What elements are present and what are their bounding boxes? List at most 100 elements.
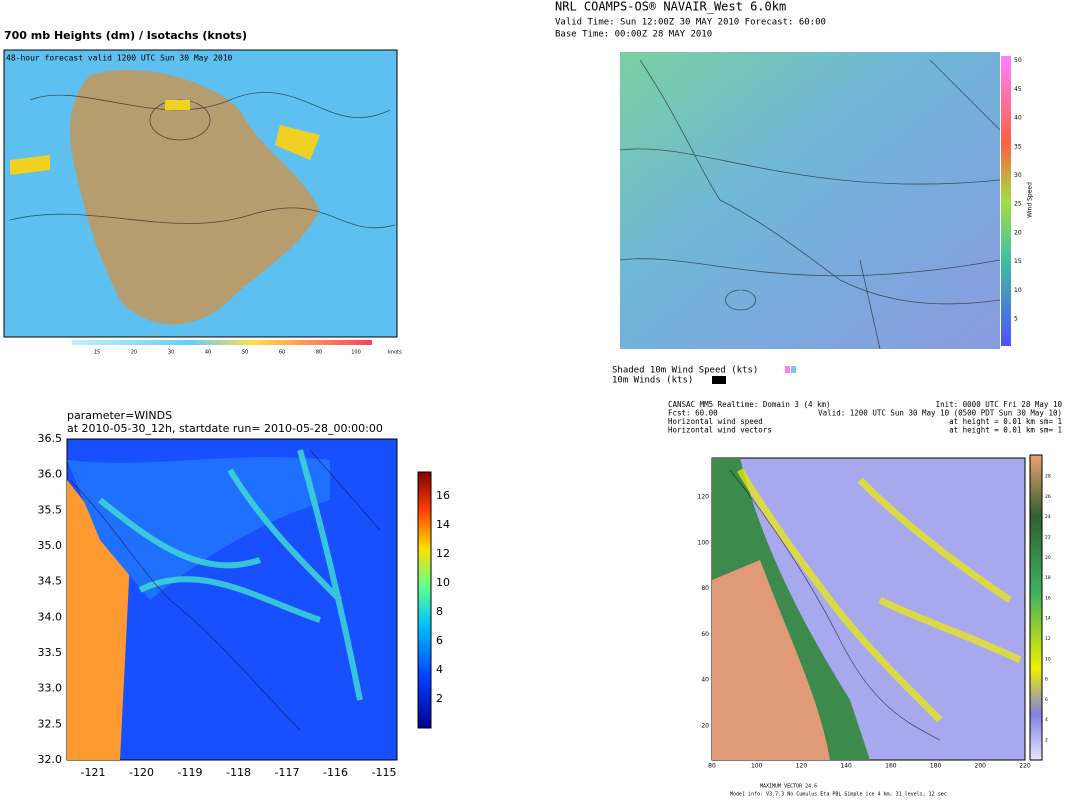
y-tick-label: 34.0 xyxy=(38,610,63,623)
y-tick-label: 35.0 xyxy=(38,539,63,552)
colorbar-tick-label: 40 xyxy=(205,350,211,356)
x-tick-label: 200 xyxy=(975,763,987,770)
colorbar-label: Wind Speed xyxy=(1027,182,1034,218)
colorbar-tick-label: 15 xyxy=(94,350,100,356)
panel-subtitle: 48-hour forecast valid 1200 UTC Sun 30 M… xyxy=(6,54,233,63)
x-tick-label: -120 xyxy=(129,766,154,779)
y-tick-label: 36.0 xyxy=(38,468,63,481)
panel-c: parameter=WINDS at 2010-05-30_12h, start… xyxy=(38,409,451,779)
header-line: at height = 0.01 km sm= 1 xyxy=(949,417,1062,426)
colorbar-tick-label: 12 xyxy=(1045,636,1051,642)
colorbar-ticks: 5 10 15 20 25 30 35 40 45 50 xyxy=(1014,57,1022,322)
y-tick-label: 20 xyxy=(701,723,709,730)
colorbar-tick-label: 26 xyxy=(1045,494,1051,500)
y-tick-label: 33.5 xyxy=(38,646,63,659)
colorbar-tick-label: 50 xyxy=(242,350,248,356)
ticks: 36.5 36.0 35.5 35.0 34.5 34.0 33.5 33.0 32.5 32.0… xyxy=(38,432,451,779)
panel-title: NRL COAMPS-OS® NAVAIR_West 6.0km xyxy=(555,0,786,14)
wind-field xyxy=(712,560,830,760)
colorbar-tick-label: 6 xyxy=(1045,697,1048,703)
colorbar xyxy=(1029,454,1043,761)
x-tick-label: -116 xyxy=(323,766,348,779)
colorbar xyxy=(72,340,372,345)
header-line: Fcst: 60.00 xyxy=(668,409,718,418)
colorbar-tick-label: 80 xyxy=(316,350,322,356)
colorbar-tick-label: 20 xyxy=(131,350,137,356)
y-tick-label: 33.0 xyxy=(38,682,63,695)
base-time: Base Time: 00:00Z 28 MAY 2010 xyxy=(555,30,712,40)
colorbar xyxy=(417,471,432,729)
y-tick-label: 36.5 xyxy=(38,432,63,445)
colorbar-tick-label: 14 xyxy=(1045,616,1051,622)
header-line: at height = 0.01 km sm= 1 xyxy=(949,426,1062,435)
colorbar-tick-label: 10 xyxy=(1045,656,1051,662)
header-line: Init: 0000 UTC Fri 28 May 10 xyxy=(936,400,1063,409)
header: CANSAC MM5 Realtime: Domain 3 (4 km)Fcst… xyxy=(668,400,1062,435)
panel-title: 700 mb Heights (dm) / Isotachs (knots) xyxy=(4,29,247,42)
colorbar-tick-label: 22 xyxy=(1045,535,1051,541)
wind-field xyxy=(67,457,330,600)
panel-d: CANSAC MM5 Realtime: Domain 3 (4 km)Fcst… xyxy=(668,400,1062,798)
x-tick-label: 80 xyxy=(708,763,716,770)
colorbar-tick-label: 40 xyxy=(1014,115,1022,122)
x-tick-label: 120 xyxy=(796,763,808,770)
header-line: Horizontal wind vectors xyxy=(668,426,772,435)
x-tick-label: -115 xyxy=(372,766,397,779)
colorbar-tick-label: 2 xyxy=(1045,738,1048,744)
panel-a: 700 mb Heights (dm) / Isotachs (knots) 4… xyxy=(3,29,402,356)
x-tick-label: 140 xyxy=(840,763,852,770)
colorbar-tick-label: 100 xyxy=(351,350,361,356)
legend-swatch xyxy=(712,376,726,384)
y-tick-label: 120 xyxy=(698,494,710,501)
legend-entry: 10m Winds (kts) xyxy=(612,376,693,386)
colorbar-tick-label: 6 xyxy=(436,634,443,647)
colorbar-tick-label: 4 xyxy=(436,663,443,676)
colorbar-tick-label: 10 xyxy=(1014,287,1022,294)
colorbar-tick-label: 25 xyxy=(1014,201,1022,208)
legend-entry: Shaded 10m Wind Speed (kts) xyxy=(612,366,758,376)
colorbar-tick-label: 2 xyxy=(436,692,443,705)
y-tick-label: 34.5 xyxy=(38,575,63,588)
footer: MAXIMUM VECTOR 24.6 xyxy=(760,784,817,790)
colorbar-tick-label: 8 xyxy=(436,605,443,618)
header-line: CANSAC MM5 Realtime: Domain 3 (4 km) xyxy=(668,400,831,409)
colorbar-tick-label: 10 xyxy=(436,576,450,589)
y-tick-label: 60 xyxy=(701,631,709,638)
colorbar-tick-label: 24 xyxy=(1045,514,1051,520)
colorbar-tick-label: 30 xyxy=(1014,172,1022,179)
colorbar-tick-label: 16 xyxy=(1045,595,1051,601)
colorbar-tick-label: 8 xyxy=(1045,677,1048,683)
streamline xyxy=(619,59,1001,350)
map xyxy=(620,52,1000,349)
colorbar-tick-label: 30 xyxy=(168,350,174,356)
land xyxy=(70,69,320,325)
x-tick-label: 220 xyxy=(1019,763,1031,770)
header-line: Horizontal wind speed xyxy=(668,417,763,426)
wind-band xyxy=(736,468,1022,723)
colorbar-tick-label: 14 xyxy=(436,518,450,531)
x-tick-label: 100 xyxy=(751,763,763,770)
colorbar-tick-label: 20 xyxy=(1014,229,1022,236)
colorbar-tick-label: 50 xyxy=(1014,57,1022,64)
valid-time: Valid Time: Sun 12:00Z 30 MAY 2010 Forec… xyxy=(555,18,826,28)
coastline xyxy=(729,469,941,741)
colorbar-tick-label: 15 xyxy=(1014,258,1022,265)
y-tick-label: 80 xyxy=(701,585,709,592)
y-tick-label: 35.5 xyxy=(38,503,63,516)
colorbar-tick-label: 35 xyxy=(1014,143,1022,150)
footer: Model info: V3.7.3 No Cumulus Eta PBL Si… xyxy=(730,792,947,798)
x-tick-label: 180 xyxy=(930,763,942,770)
colorbar-tick-label: 16 xyxy=(436,489,450,502)
colorbar-tick-label: 20 xyxy=(1045,555,1051,561)
x-tick-label: 160 xyxy=(885,763,897,770)
x-tick-label: -119 xyxy=(178,766,203,779)
legend-swatch xyxy=(785,366,790,373)
colorbar-tick-label: 18 xyxy=(1045,575,1051,581)
coastline xyxy=(69,449,381,731)
y-tick-label: 32.0 xyxy=(38,753,63,766)
colorbar-ticks: 15 20 30 40 50 60 80 100 xyxy=(94,350,361,356)
colorbar-tick-label: 60 xyxy=(279,350,285,356)
